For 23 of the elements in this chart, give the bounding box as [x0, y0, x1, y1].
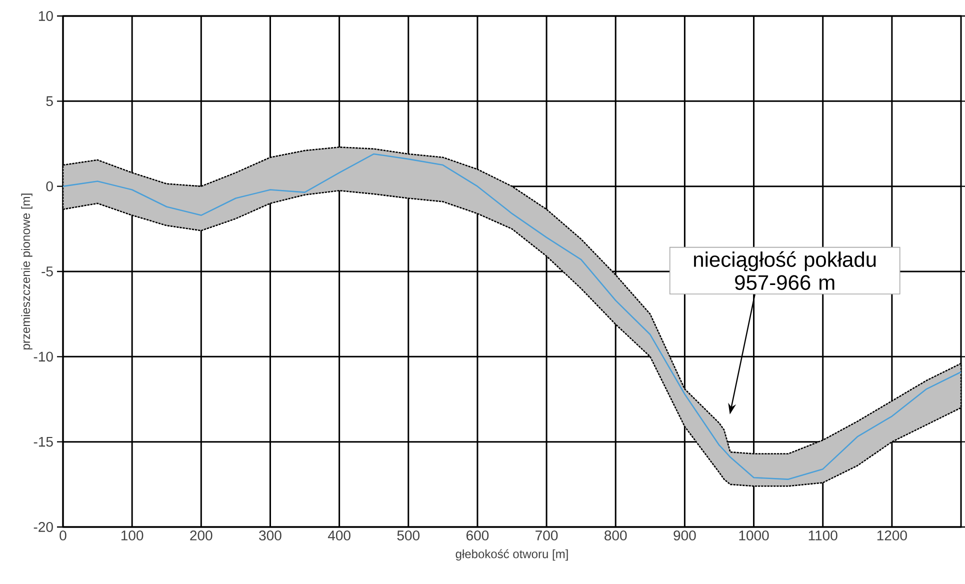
x-tick-label: 200: [190, 530, 212, 540]
x-tick-label: 1100: [808, 530, 838, 540]
x-tick-label: 0: [60, 530, 66, 540]
y-tick-label: 10: [38, 11, 53, 21]
x-tick-label: 100: [121, 530, 144, 540]
x-tick-label: 300: [259, 530, 282, 540]
x-tick-label: 500: [397, 530, 420, 540]
x-tick-label: 1000: [739, 530, 769, 540]
x-tick-label: 400: [328, 530, 350, 540]
y-tick-label: -5: [42, 266, 53, 276]
x-tick-label: 600: [466, 530, 489, 540]
y-tick-label: 0: [46, 181, 53, 192]
x-tick-label: 900: [674, 530, 696, 540]
y-tick-label: -15: [34, 436, 53, 447]
x-tick-label: 800: [604, 530, 627, 540]
x-tick-label: 1200: [877, 530, 907, 540]
y-tick-label: 5: [46, 96, 53, 106]
x-axis-title: głebokość otworu [m]: [456, 549, 568, 561]
y-tick-label: -10: [34, 352, 53, 362]
annotation: nieciągłość pokładu 957-966 m: [694, 251, 876, 290]
y-tick-label: -20: [34, 522, 53, 532]
y-axis-title: przemieszczenie pionowe [m]: [21, 194, 32, 350]
x-tick-label: 700: [536, 530, 558, 540]
